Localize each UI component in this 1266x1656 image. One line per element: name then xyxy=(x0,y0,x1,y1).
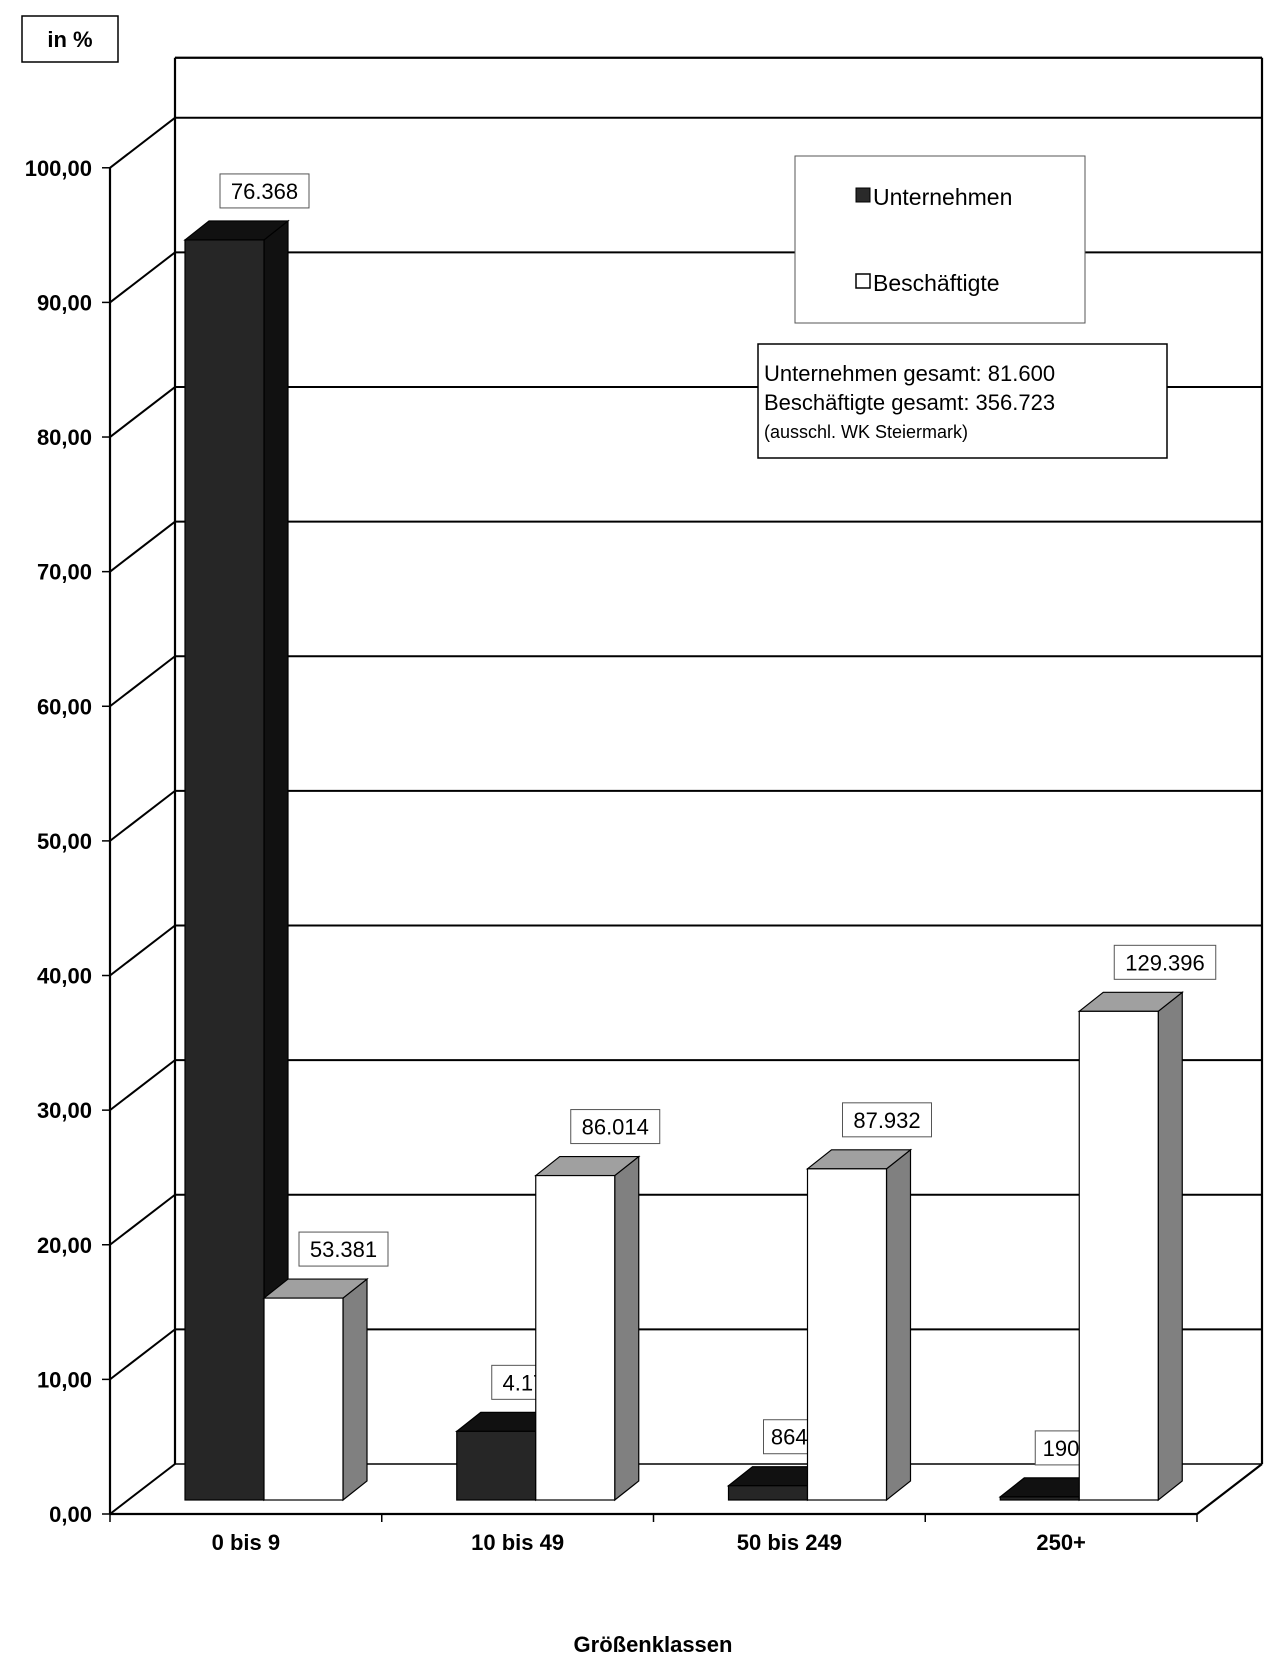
legend-label-unternehmen: Unternehmen xyxy=(873,184,1012,210)
data-label: 76.368 xyxy=(219,173,310,209)
data-label: 190 xyxy=(1034,1430,1088,1466)
bar-beschäftigte-0 xyxy=(262,1277,369,1502)
data-label: 864 xyxy=(763,1419,816,1455)
gridline-diagonal xyxy=(109,655,176,708)
bar-side xyxy=(342,1277,368,1502)
legend-label-beschaeftigte: Beschäftigte xyxy=(873,270,1000,296)
x-tick-label: 50 bis 249 xyxy=(737,1530,842,1555)
y-tick-label: 70,00 xyxy=(37,560,92,585)
data-label-box xyxy=(763,1419,816,1455)
x-axis-ticks: 0 bis 9 10 bis 49 50 bis 249 250+ xyxy=(109,1514,1198,1555)
gridline-diagonal xyxy=(109,1463,176,1515)
y-tick-label: 0,00 xyxy=(49,1502,92,1527)
bar-front xyxy=(456,1430,537,1501)
bar-front xyxy=(535,1174,616,1501)
data-label-text: 129.396 xyxy=(1125,950,1205,975)
bar-beschäftigte-1 xyxy=(534,1155,641,1502)
y-tick-label: 10,00 xyxy=(37,1367,92,1392)
gridline-diagonal xyxy=(109,1059,176,1111)
legend: Unternehmen Beschäftigte xyxy=(794,155,1086,324)
data-label-text: 86.014 xyxy=(582,1115,649,1140)
legend-swatch-unternehmen xyxy=(855,187,871,203)
bar-front xyxy=(263,1297,344,1501)
gridline-diagonal xyxy=(109,386,176,438)
gridline-diagonal xyxy=(109,1328,176,1381)
annotation-line-2: Beschäftigte gesamt: 356.723 xyxy=(764,390,1055,415)
y-tick-label: 30,00 xyxy=(37,1098,92,1123)
annotation-line-3: (ausschl. WK Steiermark) xyxy=(764,422,968,442)
annotation-line-1: Unternehmen gesamt: 81.600 xyxy=(764,361,1055,386)
data-label-text: 87.932 xyxy=(853,1108,920,1133)
y-tick-label: 80,00 xyxy=(37,425,92,450)
data-label-text: 864 xyxy=(771,1425,808,1450)
y-tick-label: 20,00 xyxy=(37,1233,92,1258)
legend-swatch-beschaeftigte xyxy=(855,273,871,289)
gridline-diagonal xyxy=(109,1193,176,1246)
data-label-box xyxy=(570,1109,661,1145)
y-tick-label: 50,00 xyxy=(37,829,92,854)
data-label-text: 190 xyxy=(1043,1436,1080,1461)
data-label-box xyxy=(219,173,310,209)
data-label-box xyxy=(1034,1430,1088,1466)
data-label-text: 53.381 xyxy=(310,1237,377,1262)
x-tick-label: 250+ xyxy=(1036,1530,1086,1555)
data-label-box xyxy=(1113,944,1217,980)
data-label-text: 76.368 xyxy=(231,179,298,204)
bar-beschäftigte-3 xyxy=(1077,991,1184,1502)
y-tick-label: 60,00 xyxy=(37,694,92,719)
data-label-box xyxy=(842,1102,932,1138)
gridline-diagonal xyxy=(109,924,176,977)
x-tick-label: 0 bis 9 xyxy=(212,1530,280,1555)
bar-front xyxy=(1078,1010,1159,1501)
bar-front xyxy=(999,1496,1080,1501)
totals-annotation: Unternehmen gesamt: 81.600 Beschäftigte … xyxy=(757,343,1168,459)
bar-front xyxy=(184,239,265,1501)
bar-side xyxy=(614,1155,640,1502)
gridline-diagonal xyxy=(109,520,176,573)
unit-label-box: in % xyxy=(21,15,119,63)
bar-side xyxy=(1157,991,1183,1502)
bars: 76.36853.3814.17886.01486487.932190129.3… xyxy=(183,173,1217,1502)
y-tick-label: 90,00 xyxy=(37,290,92,315)
data-label: 129.396 xyxy=(1113,944,1217,980)
gridline-diagonal xyxy=(109,251,176,304)
x-axis-title: Größenklassen xyxy=(574,1632,733,1656)
data-label-box xyxy=(298,1231,389,1267)
y-tick-label: 100,00 xyxy=(25,156,92,181)
gridline-diagonal xyxy=(109,116,176,169)
bar-side xyxy=(885,1148,912,1502)
data-label: 87.932 xyxy=(842,1102,932,1138)
bar-unternehmen-0 xyxy=(183,219,290,1502)
gridline-diagonal xyxy=(109,790,176,842)
data-label: 53.381 xyxy=(298,1231,389,1267)
x-tick-label: 10 bis 49 xyxy=(471,1530,564,1555)
y-tick-label: 40,00 xyxy=(37,964,92,989)
bar-beschäftigte-2 xyxy=(805,1148,913,1502)
bar-front xyxy=(806,1168,888,1501)
unit-label: in % xyxy=(47,27,92,52)
y-axis-ticks: 0,00 10,00 20,00 30,00 40,00 50,00 60,00 70,00 8… xyxy=(25,156,110,1527)
floor-right-edge xyxy=(1196,1463,1263,1515)
bar-front xyxy=(727,1485,809,1501)
data-label: 86.014 xyxy=(570,1109,661,1145)
